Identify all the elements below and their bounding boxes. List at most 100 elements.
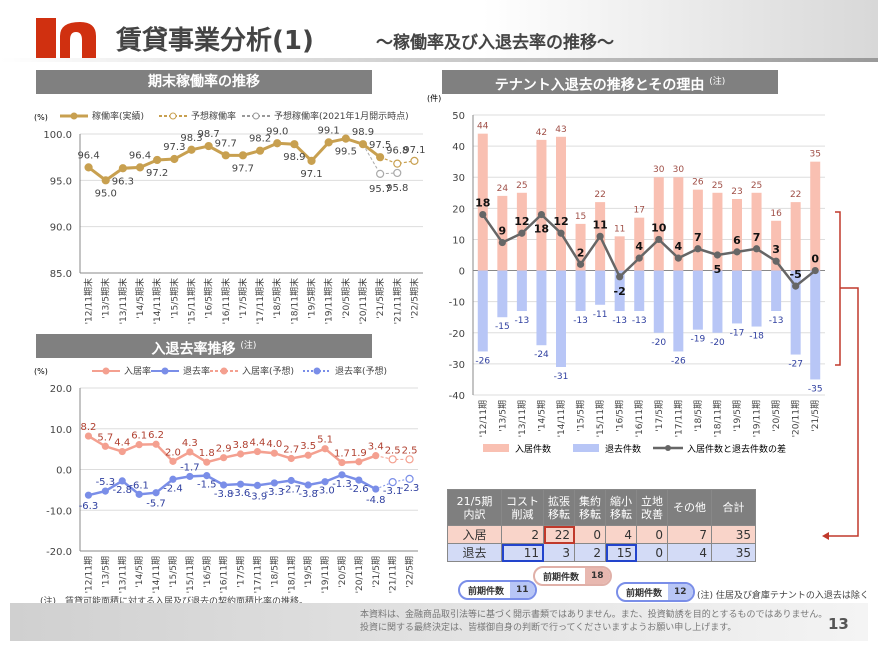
actual-point (118, 164, 127, 173)
legend-label: 入居率 (124, 365, 151, 377)
move-out-point (186, 472, 194, 481)
move-in-point (355, 458, 363, 466)
move-in-data-label: 6.1 (131, 431, 147, 442)
page-number: 13 (828, 615, 849, 633)
x-tick-label: '12/11期末 (83, 278, 95, 324)
x-tick-label: '19/5期末 (306, 278, 318, 319)
move-out-data-label: -3.3 (265, 487, 285, 498)
actual-data-label: 96.4 (77, 150, 99, 161)
move-in-data-label: 4.3 (182, 438, 198, 449)
x-tick-label: '15/11期 (185, 556, 196, 593)
move-out-point (220, 481, 228, 489)
row-label: 退去 (447, 543, 502, 562)
move-out-point (84, 491, 93, 499)
move-in-bar (732, 199, 742, 271)
note-mark: (注) (709, 77, 726, 87)
x-tick-label: '17/11期 (673, 400, 684, 437)
legend-label: 退去率 (183, 365, 210, 377)
move-in-data-label: 4.4 (114, 438, 130, 449)
actual-point (255, 146, 265, 155)
move-out-data-label: -35 (808, 384, 823, 394)
actual-point (135, 163, 145, 172)
x-tick-label: '13/11期 (117, 556, 128, 593)
net-diff-data-label: 3 (772, 243, 780, 256)
cell: 2 (501, 525, 544, 544)
move-in-data-label: 26 (692, 178, 704, 188)
section-rates: 入退去率推移 (注) (36, 334, 372, 358)
move-in-bar (751, 192, 762, 271)
section-label: 入退去率推移 (151, 341, 236, 358)
move-out-data-label: -3.8 (214, 489, 234, 500)
move-out-data-label: -31 (554, 372, 569, 382)
net-diff-point (498, 238, 506, 247)
move-out-data-label: -18 (749, 332, 764, 342)
x-tick-label: '20/5期 (771, 400, 782, 432)
forecast-point (410, 156, 419, 165)
header-divider (0, 58, 878, 62)
net-diff-point (518, 229, 526, 237)
x-tick-label: '17/11期末 (254, 278, 266, 324)
x-tick-label: '15/11期末 (185, 278, 197, 324)
move-in-data-label: 22 (790, 190, 801, 200)
move-out-forecast-data-label: -3.1 (383, 486, 403, 497)
move-out-point (321, 478, 329, 486)
actual-point (187, 145, 196, 154)
col-header: 拡張 移転 (543, 489, 575, 526)
move-in-bar (556, 136, 566, 271)
net-diff-point (557, 229, 565, 237)
legend-swatch (573, 444, 599, 452)
y-tick-label: 0.0 (56, 466, 72, 477)
y-tick-label: 100.0 (43, 130, 72, 141)
move-out-bar (634, 270, 645, 311)
legend-marker (169, 112, 177, 120)
move-in-data-label: 22 (594, 190, 605, 200)
row-label: 入居 (447, 525, 502, 544)
legend-marker (252, 112, 260, 120)
legend-label: 入居件数と退去件数の差 (687, 443, 786, 455)
net-diff-data-label: 4 (635, 240, 643, 253)
move-in-point (135, 441, 143, 449)
move-in-forecast-point (388, 455, 397, 464)
net-diff-point (811, 266, 819, 275)
x-tick-label: '13/5期 (497, 400, 508, 432)
move-out-point (372, 485, 380, 493)
move-out-data-label: -2.8 (112, 485, 132, 496)
x-tick-label: '20/5期末 (340, 278, 352, 319)
forecast-data-label: 97.1 (403, 145, 425, 156)
actual-point (84, 163, 93, 172)
move-out-data-label: -20 (710, 338, 725, 348)
x-tick-label: '20/11期末 (357, 278, 369, 324)
move-in-data-label: 2.9 (216, 444, 232, 455)
move-out-bar (673, 270, 684, 352)
actual-data-label: 98.3 (180, 133, 202, 144)
move-in-data-label: 1.7 (334, 449, 350, 460)
net-diff-point (694, 245, 702, 253)
actual-data-label: 97.1 (300, 169, 322, 180)
move-out-data-label: -20 (651, 338, 666, 348)
page-subtitle: ～稼働率及び入退去率の推移～ (376, 33, 614, 53)
actual-point (221, 151, 230, 160)
y-tick-label: 85.0 (50, 269, 72, 280)
forecast-jan2021-data-label: 95.8 (386, 183, 408, 194)
move-in-bar (673, 177, 684, 271)
move-in-bar (497, 195, 508, 271)
legend-label: 退去件数 (605, 443, 641, 455)
move-out-data-label: -2.7 (281, 485, 301, 496)
actual-point (101, 176, 110, 185)
move-out-point (338, 471, 346, 479)
net-diff-point (713, 251, 722, 259)
move-out-data-label: -17 (730, 328, 745, 338)
actual-point (238, 151, 248, 160)
move-out-bar (556, 270, 566, 367)
cell: 0 (574, 525, 606, 544)
page-title: 賃貸事業分析(1) (116, 26, 314, 56)
move-in-point (152, 440, 160, 448)
legend-marker (102, 367, 110, 375)
company-logo (36, 18, 96, 58)
move-in-bar (477, 133, 488, 271)
move-in-point (186, 448, 194, 456)
move-in-data-label: 35 (809, 150, 820, 160)
move-in-bar (810, 161, 821, 271)
legend-label: 予想稼働率 (191, 110, 236, 122)
